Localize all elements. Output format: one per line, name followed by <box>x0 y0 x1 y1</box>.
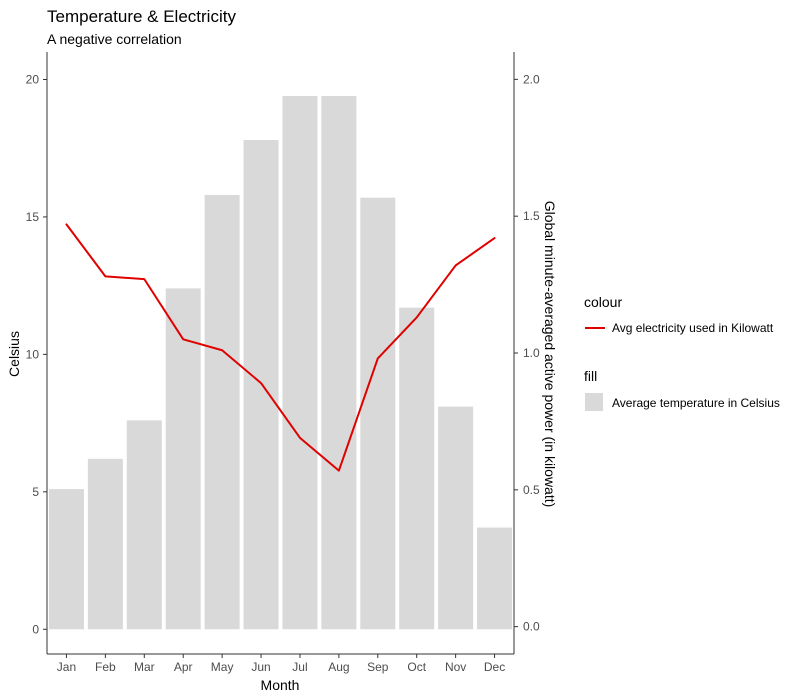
bar-may <box>204 194 240 630</box>
x-tick-label: Jun <box>251 660 270 674</box>
legend-title-fill: fill <box>584 368 597 384</box>
bar-dec <box>477 527 513 630</box>
x-tick-label: Aug <box>328 660 349 674</box>
bar-mar <box>126 420 162 630</box>
bar-feb <box>87 458 123 630</box>
y2-axis-title: Global minute-averaged active power (in … <box>542 201 558 508</box>
y-tick-label: 10 <box>26 347 40 361</box>
y2-tick-label: 0.5 <box>523 483 540 497</box>
chart-title: Temperature & Electricity <box>47 7 236 26</box>
x-tick-label: Oct <box>407 660 426 674</box>
y-tick-label: 20 <box>26 72 40 86</box>
axes-layer: 0 5 10 15 20 0.0 0.5 1.0 1.5 2.0 Jan Feb Mar Apr May Ju… <box>26 52 540 674</box>
bar-apr <box>165 288 201 630</box>
x-tick-label: Jan <box>57 660 76 674</box>
legend-title-colour: colour <box>584 294 622 310</box>
line-layer <box>65 223 496 472</box>
bar-jan <box>48 489 84 630</box>
y2-tick-label: 2.0 <box>523 72 540 86</box>
x-tick-label: May <box>211 660 234 674</box>
bar-jul <box>282 95 318 630</box>
x-tick-label: Jul <box>292 660 307 674</box>
x-tick-label: Apr <box>174 660 193 674</box>
legend-fill-key <box>585 393 603 411</box>
x-tick-label: Nov <box>445 660 466 674</box>
y-axis-title: Celsius <box>6 331 22 377</box>
x-axis-title: Month <box>261 677 300 693</box>
bar-aug <box>321 95 357 630</box>
x-tick-label: Sep <box>367 660 389 674</box>
y-tick-label: 15 <box>26 210 40 224</box>
legend: colour Avg electricity used in Kilowatt … <box>584 294 780 411</box>
y2-tick-label: 1.0 <box>523 346 540 360</box>
legend-label-temperature: Average temperature in Celsius <box>612 396 780 410</box>
x-tick-label: Dec <box>484 660 505 674</box>
y-tick-label: 5 <box>32 485 39 499</box>
y2-tick-label: 0.0 <box>523 620 540 634</box>
y2-tick-label: 1.5 <box>523 209 540 223</box>
legend-label-electricity: Avg electricity used in Kilowatt <box>612 321 774 335</box>
bars-layer <box>48 95 513 630</box>
bar-oct <box>399 307 435 630</box>
bar-sep <box>360 197 396 630</box>
y-tick-label: 0 <box>32 622 39 636</box>
chart-subtitle: A negative correlation <box>47 31 182 47</box>
x-tick-label: Mar <box>134 660 155 674</box>
bar-nov <box>438 406 474 630</box>
electricity-line <box>65 223 496 472</box>
x-tick-label: Feb <box>95 660 116 674</box>
